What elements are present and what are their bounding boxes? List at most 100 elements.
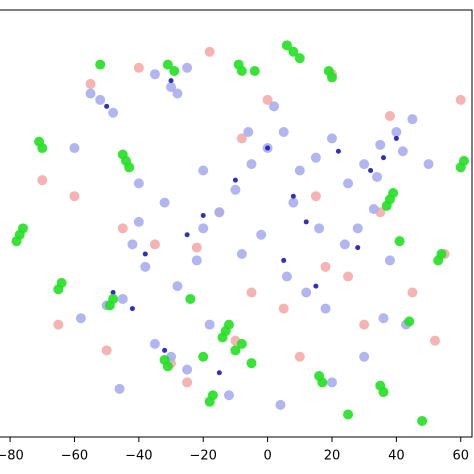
- point: [359, 351, 370, 362]
- point: [142, 251, 148, 257]
- point: [384, 255, 395, 266]
- point: [294, 53, 305, 64]
- point: [185, 293, 196, 304]
- point: [69, 143, 80, 154]
- point: [339, 239, 350, 250]
- point: [388, 188, 399, 198]
- point: [262, 94, 273, 105]
- point: [230, 184, 241, 195]
- point: [303, 219, 309, 225]
- point: [423, 159, 434, 170]
- point: [216, 370, 222, 376]
- point: [359, 159, 370, 170]
- point: [104, 103, 110, 109]
- point: [182, 377, 193, 388]
- point: [159, 197, 170, 208]
- point: [397, 146, 408, 157]
- point: [117, 223, 128, 234]
- point: [37, 175, 48, 186]
- point: [269, 101, 280, 112]
- point: [265, 145, 271, 151]
- point: [166, 82, 177, 93]
- point: [243, 127, 254, 137]
- point: [85, 88, 96, 99]
- point: [172, 281, 183, 292]
- point: [149, 239, 160, 250]
- point: [172, 88, 183, 99]
- point: [343, 271, 354, 282]
- point: [108, 293, 119, 304]
- point: [11, 236, 22, 247]
- point: [314, 223, 325, 234]
- plot-frame: [0, 9, 473, 438]
- point: [230, 345, 241, 356]
- point: [407, 114, 418, 125]
- point: [394, 236, 405, 247]
- point: [391, 127, 402, 137]
- point: [140, 261, 151, 272]
- point: [326, 377, 337, 388]
- point: [133, 178, 144, 189]
- point: [204, 319, 215, 330]
- point: [223, 390, 234, 401]
- point: [114, 383, 125, 394]
- point: [281, 40, 292, 51]
- point: [256, 229, 267, 240]
- point: [246, 358, 257, 369]
- point: [110, 290, 116, 296]
- point: [124, 162, 135, 173]
- point: [95, 94, 106, 105]
- point: [236, 338, 247, 349]
- point: [275, 399, 286, 410]
- point: [359, 319, 370, 330]
- point: [455, 94, 466, 105]
- point: [294, 165, 305, 176]
- point: [184, 232, 190, 238]
- point: [384, 110, 395, 121]
- point: [368, 204, 379, 215]
- point: [288, 197, 299, 208]
- point: [204, 46, 215, 57]
- point: [168, 78, 174, 84]
- point: [317, 377, 328, 388]
- point: [149, 69, 160, 80]
- x-tick-label: 60: [452, 449, 469, 464]
- point: [182, 364, 193, 375]
- point: [214, 207, 225, 218]
- point: [375, 139, 386, 150]
- x-tick-label: −40: [125, 449, 152, 464]
- x-tick-label: 40: [388, 449, 405, 464]
- point: [278, 303, 289, 314]
- point: [368, 168, 374, 174]
- point: [69, 191, 80, 202]
- point: [352, 223, 363, 234]
- point: [37, 143, 48, 154]
- point: [133, 216, 144, 227]
- point: [320, 261, 331, 272]
- point: [313, 283, 319, 289]
- point: [294, 351, 305, 362]
- point: [381, 200, 392, 211]
- point: [355, 245, 361, 251]
- point: [232, 177, 238, 183]
- point: [378, 313, 389, 324]
- point: [75, 313, 86, 324]
- point: [117, 149, 128, 160]
- point: [53, 319, 64, 330]
- x-tick-label: 20: [324, 449, 341, 464]
- point: [200, 212, 206, 218]
- point: [290, 193, 296, 199]
- point: [326, 133, 337, 144]
- point: [335, 148, 341, 154]
- point: [198, 351, 209, 362]
- point: [407, 287, 418, 298]
- point: [236, 133, 247, 144]
- point: [301, 287, 312, 298]
- point: [127, 239, 138, 250]
- point: [436, 249, 447, 259]
- point: [343, 178, 354, 189]
- point: [133, 62, 144, 73]
- point: [162, 347, 168, 353]
- point: [372, 171, 383, 182]
